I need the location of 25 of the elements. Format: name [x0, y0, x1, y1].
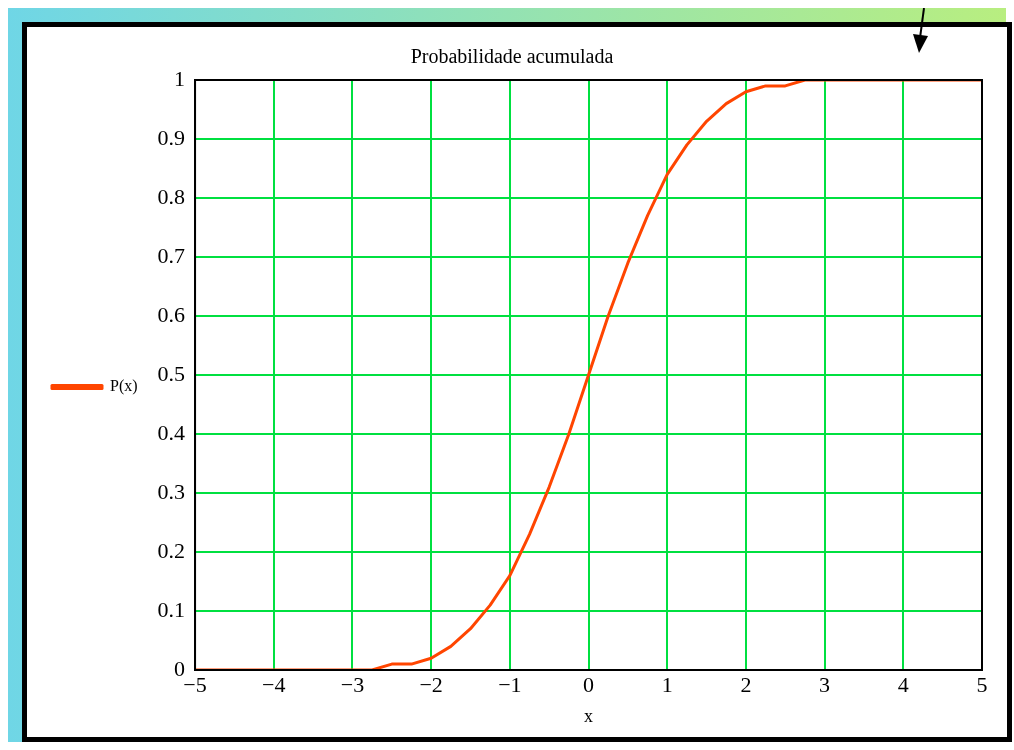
chart-title: Probabilidade acumulada [410, 45, 614, 68]
x-tick-label: 3 [819, 671, 831, 697]
x-tick-label: 2 [740, 671, 752, 697]
x-tick-label: 5 [976, 671, 988, 697]
x-axis-title: x [584, 705, 594, 726]
y-tick-label: 0 [174, 655, 186, 681]
x-tick-label: −2 [419, 671, 443, 697]
x-tick-label: 4 [897, 671, 909, 697]
x-tick-label: −3 [340, 671, 365, 697]
y-tick-label: 0.1 [157, 596, 186, 622]
y-tick-label: 0.6 [157, 301, 186, 327]
y-tick-label: 0.3 [157, 478, 186, 504]
y-tick-label: 1 [174, 65, 186, 91]
x-tick-label: −1 [498, 671, 522, 697]
x-tick-label: 0 [583, 671, 595, 697]
y-tick-label: 0.2 [157, 537, 186, 563]
x-tick-label: −5 [183, 671, 207, 697]
y-tick-label: 0.5 [157, 360, 186, 386]
y-tick-label: 0.8 [157, 183, 186, 209]
x-tick-label: 1 [661, 671, 673, 697]
y-tick-label: 0.4 [157, 419, 186, 445]
x-tick-label: −4 [262, 671, 286, 697]
y-tick-label: 0.7 [157, 242, 186, 268]
legend-label: P(x) [110, 377, 138, 396]
y-tick-label: 0.9 [157, 124, 186, 150]
